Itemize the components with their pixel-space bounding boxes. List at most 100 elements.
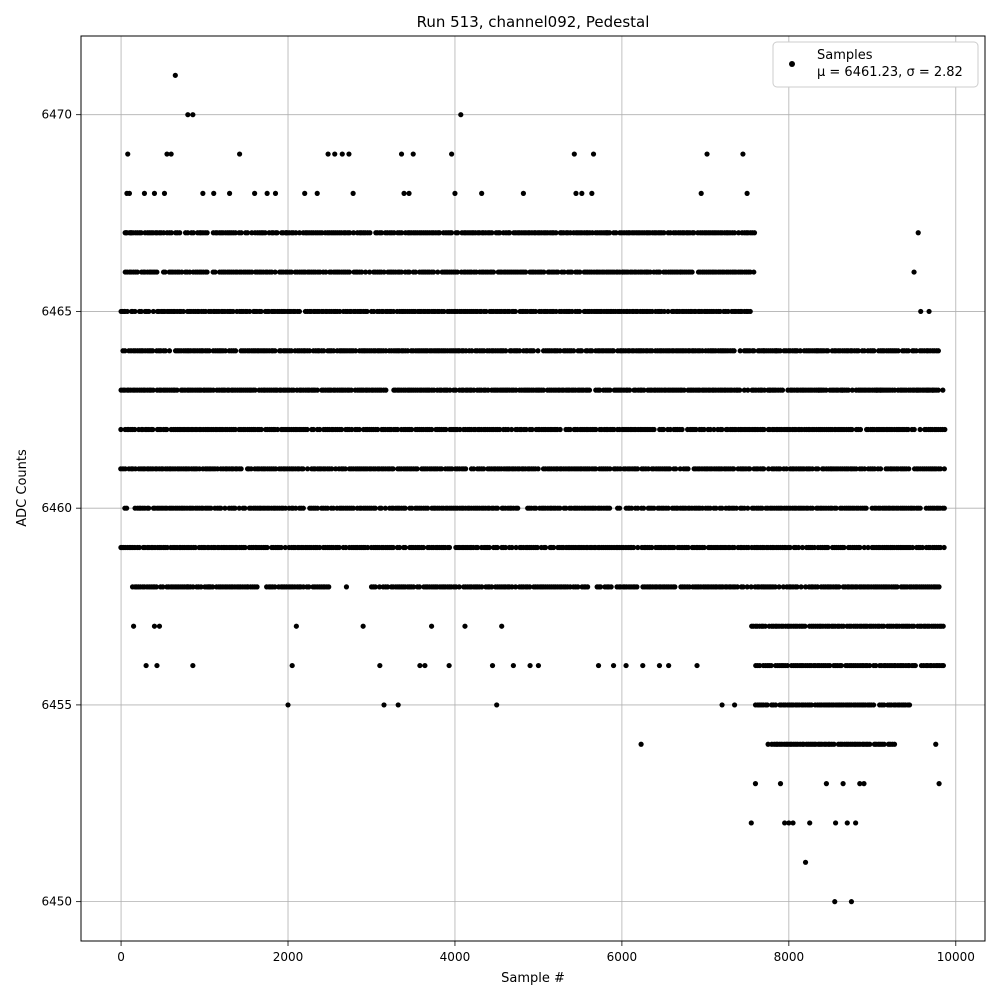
sample-point bbox=[252, 387, 258, 393]
sample-point bbox=[300, 466, 306, 472]
x-tick-label: 0 bbox=[117, 950, 125, 964]
sample-point bbox=[293, 505, 299, 511]
sample-point bbox=[126, 190, 133, 196]
sample-point bbox=[230, 308, 236, 315]
sample-point bbox=[278, 544, 284, 551]
sample-point bbox=[762, 623, 768, 629]
sample-point bbox=[395, 702, 401, 708]
sample-point bbox=[399, 230, 405, 236]
sample-point bbox=[455, 230, 461, 236]
sample-point bbox=[512, 584, 519, 590]
sample-point bbox=[694, 662, 700, 669]
sample-point bbox=[430, 269, 437, 275]
y-tick-label: 6455 bbox=[41, 698, 72, 712]
sample-point bbox=[410, 151, 416, 157]
sample-point bbox=[825, 348, 831, 354]
sample-point bbox=[777, 348, 783, 354]
legend: Samples μ = 6461.23, σ = 2.82 bbox=[772, 41, 979, 88]
sample-point bbox=[132, 426, 138, 433]
sample-point bbox=[914, 387, 920, 393]
sample-point bbox=[629, 505, 635, 511]
sample-point bbox=[677, 269, 683, 275]
sample-point bbox=[422, 662, 428, 669]
sample-point bbox=[777, 466, 783, 472]
sample-point bbox=[808, 702, 815, 708]
sample-point bbox=[204, 269, 210, 275]
sample-point bbox=[288, 269, 295, 275]
sample-point bbox=[912, 662, 918, 669]
sample-point bbox=[454, 269, 460, 275]
sample-point bbox=[641, 505, 647, 511]
sample-point bbox=[406, 190, 412, 196]
sample-point bbox=[915, 230, 921, 236]
sample-point bbox=[704, 151, 710, 157]
plot-frame bbox=[80, 35, 986, 942]
sample-point bbox=[571, 348, 577, 354]
sample-point bbox=[798, 584, 804, 590]
sample-point bbox=[731, 466, 737, 472]
sample-point bbox=[143, 662, 149, 669]
sample-point bbox=[123, 230, 129, 236]
sample-point bbox=[748, 820, 754, 826]
sample-point bbox=[894, 584, 900, 590]
sample-point bbox=[557, 348, 563, 354]
sample-point bbox=[940, 387, 946, 393]
y-axis-label: ADC Counts bbox=[15, 449, 30, 527]
sample-point bbox=[274, 426, 281, 433]
sample-point bbox=[252, 190, 258, 196]
sample-point bbox=[512, 308, 519, 315]
data-points bbox=[118, 72, 948, 905]
sample-point bbox=[359, 269, 365, 275]
sample-point bbox=[180, 308, 186, 315]
sample-point bbox=[911, 623, 917, 629]
sample-point bbox=[534, 544, 541, 551]
sample-point bbox=[814, 348, 820, 354]
sample-point bbox=[503, 348, 509, 354]
sample-point bbox=[782, 820, 788, 826]
sample-point bbox=[226, 190, 233, 196]
sample-point bbox=[725, 308, 731, 315]
sample-point bbox=[836, 584, 842, 590]
sample-point bbox=[428, 623, 435, 629]
sample-point bbox=[164, 426, 170, 433]
sample-point bbox=[891, 741, 898, 747]
sample-point bbox=[254, 584, 260, 590]
sample-point bbox=[857, 426, 864, 433]
sample-point bbox=[783, 466, 790, 472]
sample-point bbox=[607, 505, 613, 511]
sample-point bbox=[744, 584, 750, 590]
sample-point bbox=[689, 269, 695, 275]
sample-point bbox=[857, 781, 863, 787]
sample-point bbox=[610, 662, 617, 669]
sample-point bbox=[323, 269, 329, 275]
sample-point bbox=[330, 505, 336, 511]
sample-point bbox=[390, 466, 396, 472]
sample-point bbox=[385, 584, 391, 590]
sample-point bbox=[597, 387, 603, 393]
sample-point bbox=[589, 190, 595, 196]
sample-point bbox=[264, 544, 270, 551]
sample-point bbox=[557, 505, 563, 511]
sample-point bbox=[737, 387, 743, 393]
sample-point bbox=[416, 584, 423, 590]
sample-point bbox=[918, 308, 924, 315]
sample-point bbox=[338, 426, 345, 433]
sample-point bbox=[283, 230, 289, 236]
sample-point bbox=[506, 230, 513, 236]
sample-point bbox=[489, 662, 496, 669]
sample-point bbox=[831, 741, 837, 747]
sample-point bbox=[665, 308, 671, 315]
sample-point bbox=[765, 741, 771, 747]
sample-point bbox=[617, 466, 623, 472]
sample-point bbox=[671, 544, 677, 551]
sample-point bbox=[377, 662, 383, 669]
sample-point bbox=[190, 112, 196, 118]
sample-point bbox=[285, 702, 291, 708]
sample-point bbox=[141, 190, 148, 196]
sample-point bbox=[317, 544, 323, 551]
sample-point bbox=[457, 426, 463, 433]
sample-point bbox=[809, 505, 816, 511]
sample-point bbox=[667, 466, 673, 472]
sample-point bbox=[617, 505, 623, 511]
sample-point bbox=[527, 584, 533, 590]
